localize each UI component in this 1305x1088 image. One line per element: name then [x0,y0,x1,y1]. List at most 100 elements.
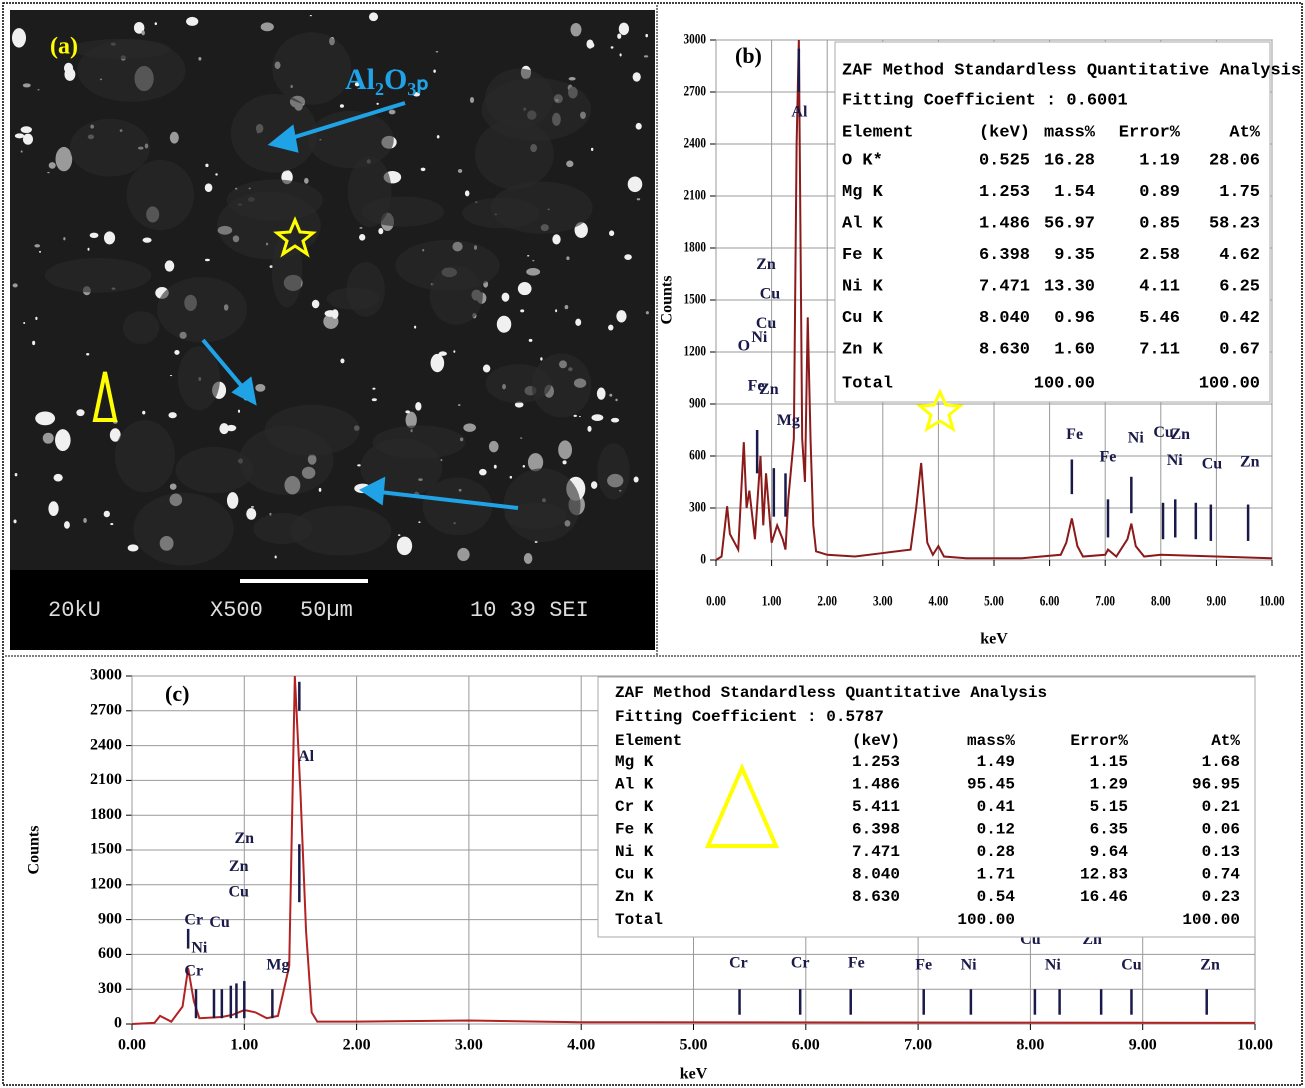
particle [369,12,378,21]
particle [215,173,217,175]
figure: 20kU X500 50µm 10 39 SEI (a) Al₂O₃ₚ 0300… [0,0,1305,1088]
particle [255,384,265,392]
patch [71,39,170,59]
peak-label: Mg [777,412,800,429]
particle [13,520,16,524]
table-text: 0.74 [1202,866,1241,884]
particle [609,230,614,236]
table-text: 6.398 [979,246,1030,265]
table-text: Ni K [842,277,884,296]
chart: 030060090012001500180021002400270030000.… [26,667,1273,1083]
x-tick-label: 2.00 [817,592,837,609]
particle [587,426,591,432]
table-text: Total [615,911,663,929]
table-text: 1.253 [852,753,900,771]
table-text: Al K [615,776,654,794]
annotation: Al₂O₃ₚ [345,63,429,96]
particle [15,473,18,476]
y-tick-label: 2700 [684,82,707,99]
table-text: 58.23 [1209,214,1260,233]
y-tick-label: 900 [689,394,706,411]
particle [457,548,469,561]
particle [608,325,613,331]
particle [579,416,581,417]
y-tick-label: 2100 [90,771,122,788]
y-tick-label: 1800 [90,806,122,823]
chart: 030060090012001500180021002400270030000.… [659,30,1301,648]
particle [205,164,208,168]
table-text: 1.15 [1090,753,1128,771]
particle [165,260,175,271]
patch [290,506,391,556]
table-text: Fitting Coefficient : 0.6001 [842,91,1128,110]
table-text: 8.630 [852,888,900,906]
particle [433,69,436,72]
particle [340,104,344,108]
particle [634,477,639,483]
particle [372,398,377,401]
particle [637,198,640,200]
particle [628,176,643,192]
panel-label: (a) [50,34,78,60]
particle [47,172,49,173]
panel-label: (b) [735,43,762,68]
x-tick-label: 1.00 [230,1037,258,1054]
particle [566,161,573,168]
particle [617,33,621,38]
table-text: 1.68 [1202,753,1240,771]
table-text: 0.12 [977,821,1015,839]
patch [115,420,175,492]
particle [489,441,499,452]
particle [376,103,378,105]
particle [23,322,25,324]
peak-label: Zn [1170,426,1190,443]
y-tick-label: 1500 [684,290,707,307]
table-text: 12.83 [1080,866,1128,884]
table-text: 1.54 [1054,183,1095,202]
table-text: Cr K [615,798,654,816]
peak-label: Al [298,748,315,765]
particle [21,126,32,133]
table-text: 100.00 [1199,374,1260,393]
patch [532,353,592,417]
table-text: 6.25 [1219,277,1260,296]
particle [527,255,529,256]
table-text: Al K [842,214,884,233]
table-text: 1.486 [852,776,900,794]
table-text: Fitting Coefficient : 0.5787 [615,708,884,726]
table-text: mass% [967,732,1015,750]
table-text: At% [1229,123,1260,142]
particle [325,310,337,317]
particle [646,311,649,314]
y-tick-label: 3000 [90,667,122,684]
x-tick-label: 9.00 [1129,1037,1157,1054]
particle [359,227,362,229]
patch [481,78,591,141]
particle [170,483,177,489]
x-tick-label: 10.00 [1237,1037,1273,1054]
table-text: Cu K [842,309,884,328]
particle [12,28,26,47]
table-text: 56.97 [1044,214,1095,233]
x-tick-label: 8.00 [1016,1037,1044,1054]
particle [110,523,113,525]
particle [479,469,487,476]
particle [55,429,71,451]
y-tick-label: 1200 [684,342,707,359]
x-tick-label: 0.00 [118,1037,146,1054]
peak-label: Cr [184,962,203,979]
particle [238,410,240,413]
particle [633,72,641,81]
table-text: Element [842,123,913,142]
patch [503,468,580,542]
table-text: Cu K [615,866,654,884]
particle [35,317,37,320]
y-tick-label: 600 [689,446,706,463]
patch [272,32,351,105]
table-text: 1.71 [977,866,1015,884]
patch [491,182,593,234]
table-text: 4.11 [1139,277,1180,296]
particle [465,190,470,196]
peak-label: Ni [961,957,978,974]
table-text: Fe K [615,821,654,839]
